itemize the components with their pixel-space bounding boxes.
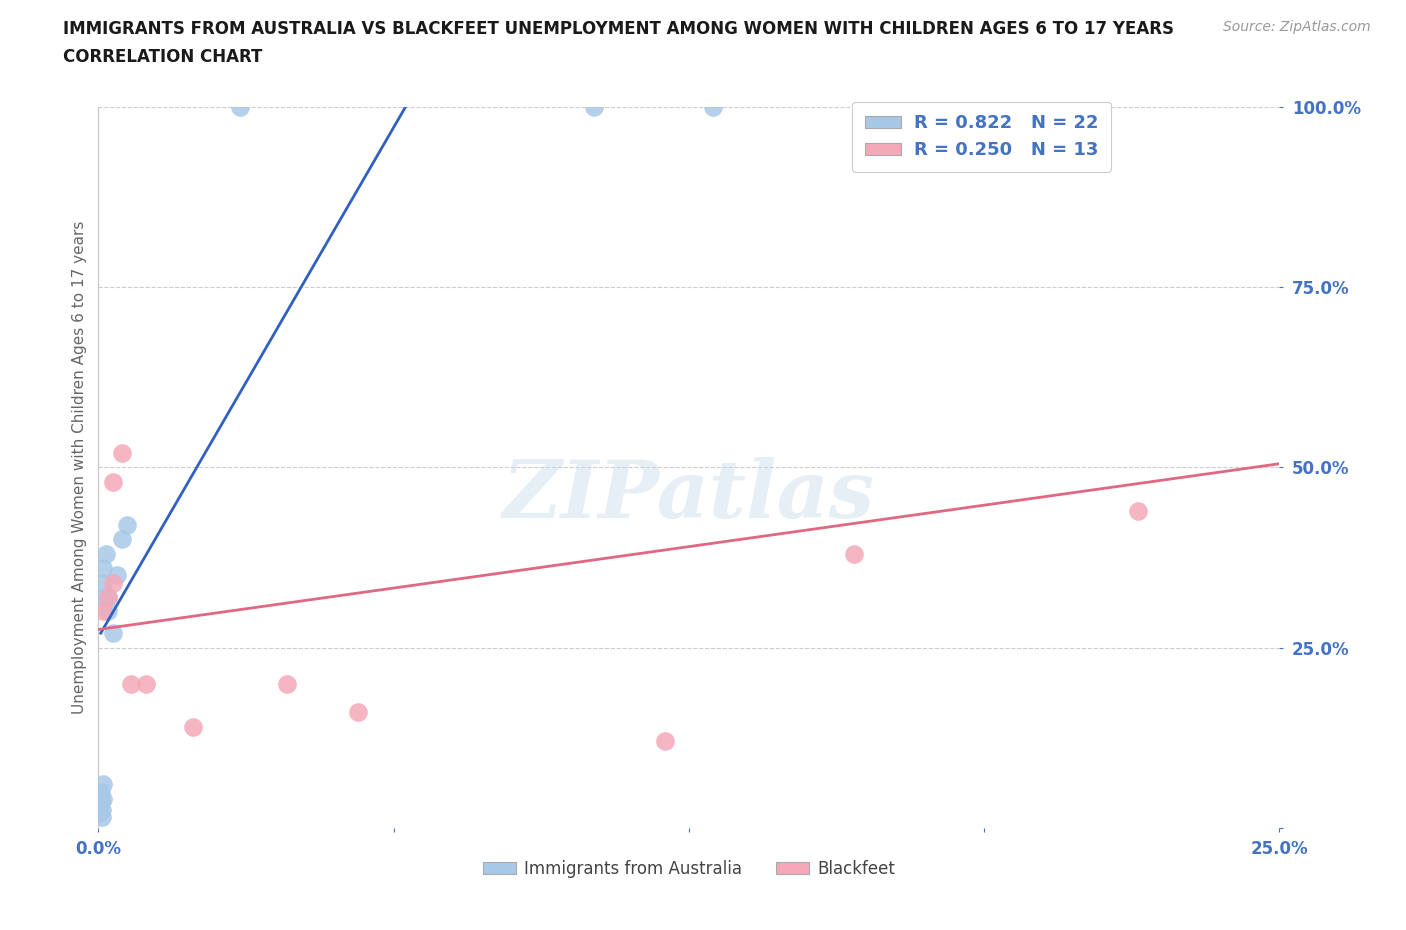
Point [90,784,112,799]
Point [111,445,134,460]
Point [91,590,114,604]
Point [121,676,143,691]
Point [347,705,370,720]
Point [135,676,157,691]
Point [844,547,866,562]
Point [91,604,114,619]
Text: ZIPatlas: ZIPatlas [503,458,875,535]
Point [94,547,117,562]
Point [229,100,252,114]
Point [101,575,124,591]
Point [115,517,138,532]
Point [91,575,114,591]
Point [90,795,112,810]
Point [702,100,724,114]
Point [91,777,114,792]
Text: CORRELATION CHART: CORRELATION CHART [63,48,263,66]
Point [89,805,111,821]
Point [105,568,128,583]
Point [90,803,112,817]
Point [97,590,120,604]
Point [101,626,124,641]
Point [181,720,204,735]
Point [111,532,134,547]
Point [97,604,120,619]
Point [91,791,114,806]
Point [91,809,114,824]
Text: IMMIGRANTS FROM AUSTRALIA VS BLACKFEET UNEMPLOYMENT AMONG WOMEN WITH CHILDREN AG: IMMIGRANTS FROM AUSTRALIA VS BLACKFEET U… [63,20,1174,38]
Text: Source: ZipAtlas.com: Source: ZipAtlas.com [1223,20,1371,34]
Point [91,561,114,576]
Point [101,474,124,489]
Point [276,676,298,691]
Legend: Immigrants from Australia, Blackfeet: Immigrants from Australia, Blackfeet [477,853,901,884]
Point [583,100,606,114]
Point [1126,503,1149,518]
Point [654,734,676,749]
Point [89,791,111,806]
Y-axis label: Unemployment Among Women with Children Ages 6 to 17 years: Unemployment Among Women with Children A… [72,220,87,714]
Point [89,799,111,814]
Point [97,590,120,604]
